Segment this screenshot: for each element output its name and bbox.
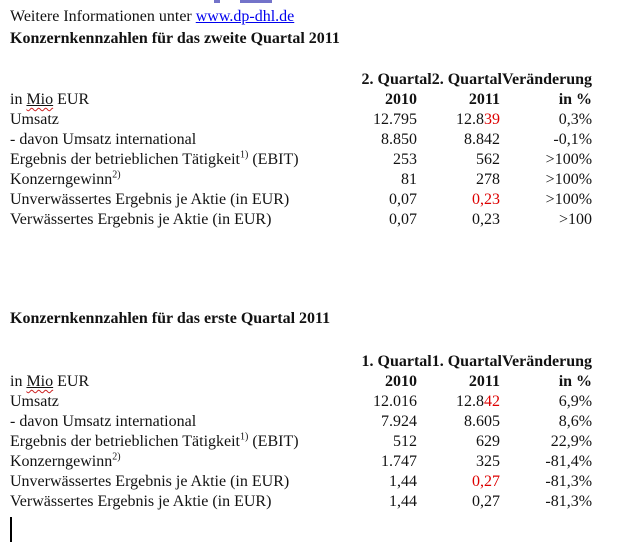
heading-q1: Konzernkennzahlen für das erste Quartal … <box>10 310 331 327</box>
table-row: Verwässertes Ergebnis je Aktie (in EUR) … <box>10 492 592 512</box>
value-change: >100% <box>545 191 593 208</box>
metric-label: Konzerngewinn2) <box>10 169 121 188</box>
value-2010: 0,07 <box>389 211 417 228</box>
column-header-row: in Mio EUR 2010 2011 in % <box>10 372 592 392</box>
value-2011: 12.842 <box>456 393 500 410</box>
col-header-2011: 2011 <box>468 91 500 108</box>
table-row: - davon Umsatz international 8.850 8.842… <box>10 130 592 150</box>
col-header-2011: 2011 <box>468 373 500 390</box>
value-change: 0,3% <box>558 111 593 128</box>
table-row: Ergebnis der betrieblichen Tätigkeit1) (… <box>10 150 592 170</box>
table-row: Umsatz 12.795 12.839 0,3% <box>10 110 592 130</box>
value-2010: 12.016 <box>373 393 417 410</box>
intro-text: Weitere Informationen unter <box>10 8 196 25</box>
value-change: -81,4% <box>545 453 593 470</box>
value-2010: 81 <box>401 171 417 188</box>
spellcheck-word: Mio <box>26 373 54 390</box>
value-2011: 0,27 <box>472 473 500 490</box>
value-2010: 512 <box>393 433 417 450</box>
table-row: Unverwässertes Ergebnis je Aktie (in EUR… <box>10 472 592 492</box>
metric-label: - davon Umsatz international <box>10 413 197 430</box>
value-2010: 12.795 <box>373 111 417 128</box>
value-2011: 0,23 <box>472 211 500 228</box>
value-2011: 8.842 <box>464 131 500 148</box>
clipped-link-fragment <box>240 0 272 3</box>
value-2010: 7.924 <box>381 413 417 430</box>
table-row: Verwässertes Ergebnis je Aktie (in EUR) … <box>10 210 592 230</box>
key-figures-table-q2: 2. Quartal2. QuartalVeränderung in Mio E… <box>10 70 592 230</box>
period-headers: 1. Quartal1. QuartalVeränderung <box>361 353 593 370</box>
value-change: 8,6% <box>558 413 593 430</box>
period-headers: 2. Quartal2. QuartalVeränderung <box>361 71 593 88</box>
value-change: >100% <box>545 151 593 168</box>
value-change: -81,3% <box>545 473 593 490</box>
value-2011: 629 <box>476 433 500 450</box>
col-header-pct: in % <box>558 91 593 108</box>
value-2010: 1,44 <box>389 473 417 490</box>
value-2011: 562 <box>476 151 500 168</box>
value-change: 6,9% <box>558 393 593 410</box>
spellcheck-word: Mio <box>26 91 54 108</box>
unit-label: in Mio EUR <box>10 373 90 390</box>
table-row: Umsatz 12.016 12.842 6,9% <box>10 392 592 412</box>
column-header-row: in Mio EUR 2010 2011 in % <box>10 90 592 110</box>
metric-label: Ergebnis der betrieblichen Tätigkeit1) (… <box>10 149 299 168</box>
value-2010: 1.747 <box>381 453 417 470</box>
metric-label: Ergebnis der betrieblichen Tätigkeit1) (… <box>10 431 299 450</box>
value-change: >100 <box>559 211 593 228</box>
unit-label: in Mio EUR <box>10 91 90 108</box>
value-2011: 278 <box>476 171 500 188</box>
table-row: Unverwässertes Ergebnis je Aktie (in EUR… <box>10 190 592 210</box>
value-2011: 0,27 <box>472 493 500 510</box>
metric-label: Umsatz <box>10 393 59 410</box>
key-figures-table-q1: 1. Quartal1. QuartalVeränderung in Mio E… <box>10 352 592 512</box>
value-2010: 0,07 <box>389 191 417 208</box>
metric-label: Umsatz <box>10 111 59 128</box>
value-2011: 8.605 <box>464 413 500 430</box>
value-2011: 0,23 <box>472 191 500 208</box>
footnote-marker: 1) <box>240 149 249 161</box>
footnote-marker: 2) <box>112 169 121 181</box>
metric-label: Konzerngewinn2) <box>10 451 121 470</box>
table-row: Konzerngewinn2) 1.747 325 -81,4% <box>10 452 592 472</box>
metric-label: Unverwässertes Ergebnis je Aktie (in EUR… <box>10 191 290 208</box>
metric-label: Verwässertes Ergebnis je Aktie (in EUR) <box>10 211 272 228</box>
clipped-link-fragment <box>214 0 220 3</box>
value-change: -0,1% <box>553 131 593 148</box>
value-change: -81,3% <box>545 493 593 510</box>
col-header-2010: 2010 <box>385 91 417 108</box>
value-2010: 1,44 <box>389 493 417 510</box>
value-2010: 8.850 <box>381 131 417 148</box>
period-header-row: 2. Quartal2. QuartalVeränderung <box>10 70 593 90</box>
footnote-marker: 1) <box>240 431 249 443</box>
col-header-2010: 2010 <box>385 373 417 390</box>
table-row: Konzerngewinn2) 81 278 >100% <box>10 170 592 190</box>
metric-label: Unverwässertes Ergebnis je Aktie (in EUR… <box>10 473 290 490</box>
heading-q2: Konzernkennzahlen für das zweite Quartal… <box>10 30 340 47</box>
value-2011: 12.839 <box>456 111 500 128</box>
col-header-pct: in % <box>558 373 593 390</box>
value-change: >100% <box>545 171 593 188</box>
text-cursor <box>10 517 12 542</box>
dp-dhl-link[interactable]: www.dp-dhl.de <box>195 8 295 25</box>
metric-label: - davon Umsatz international <box>10 131 197 148</box>
period-header-row: 1. Quartal1. QuartalVeränderung <box>10 352 593 372</box>
table-row: - davon Umsatz international 7.924 8.605… <box>10 412 592 432</box>
footnote-marker: 2) <box>112 451 121 463</box>
intro-line: Weitere Informationen unter www.dp-dhl.d… <box>10 7 294 27</box>
table-row: Ergebnis der betrieblichen Tätigkeit1) (… <box>10 432 592 452</box>
metric-label: Verwässertes Ergebnis je Aktie (in EUR) <box>10 493 272 510</box>
value-change: 22,9% <box>550 433 593 450</box>
value-2010: 253 <box>393 151 417 168</box>
value-2011: 325 <box>476 453 500 470</box>
